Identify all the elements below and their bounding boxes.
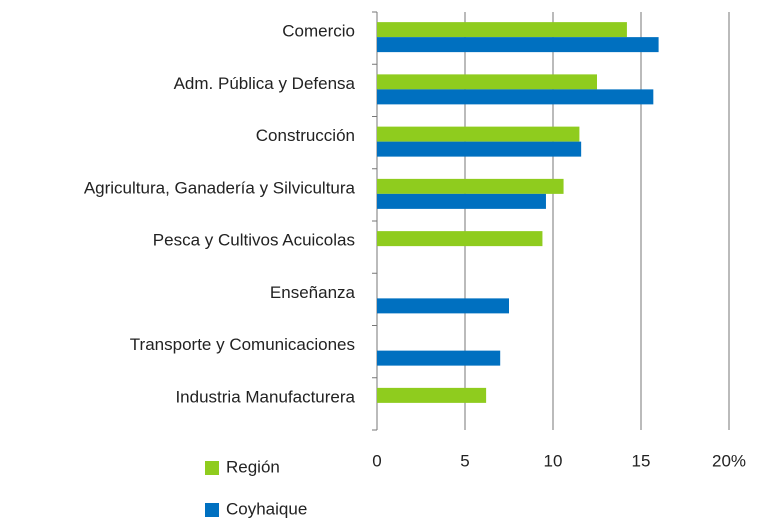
x-tick-label: 15: [632, 451, 651, 470]
y-tick-label: Pesca y Cultivos Acuicolas: [153, 231, 355, 250]
legend-swatch: [205, 503, 219, 517]
y-tick-label: Enseñanza: [270, 283, 356, 302]
legend-label: Coyhaique: [226, 499, 307, 518]
legend-label: Región: [226, 457, 280, 476]
bar: [377, 350, 501, 366]
y-tick-label: Transporte y Comunicaciones: [130, 335, 355, 354]
bar: [377, 231, 543, 247]
y-tick-label: Comercio: [282, 22, 355, 41]
bar: [377, 89, 654, 105]
bar: [377, 387, 487, 403]
bar: [377, 126, 580, 142]
x-tick-label: 5: [460, 451, 469, 470]
x-tick-label: 0: [372, 451, 381, 470]
y-tick-label: Adm. Pública y Defensa: [174, 74, 356, 93]
bar: [377, 193, 546, 209]
legend-swatch: [205, 461, 219, 475]
bar: [377, 22, 627, 38]
y-tick-label: Agricultura, Ganadería y Silvicultura: [84, 178, 356, 197]
bar: [377, 298, 509, 314]
y-tick-label: Industria Manufacturera: [175, 387, 355, 406]
y-tick-label: Construcción: [256, 126, 355, 145]
x-tick-label: 20%: [712, 451, 746, 470]
x-tick-label: 10: [544, 451, 563, 470]
bar: [377, 178, 564, 194]
bar: [377, 37, 659, 53]
bar: [377, 74, 597, 90]
bar: [377, 141, 582, 157]
